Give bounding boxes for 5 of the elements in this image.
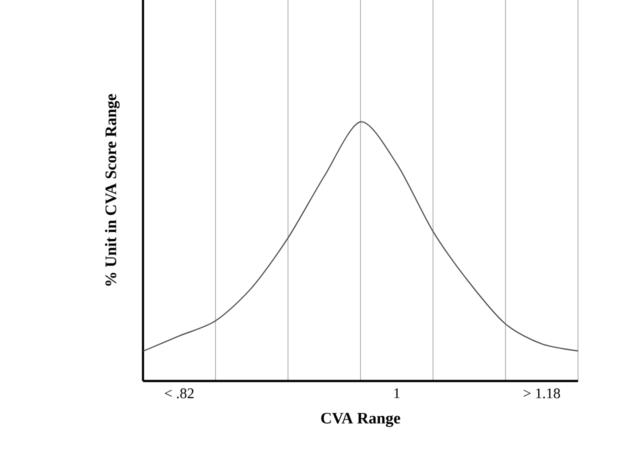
x-axis-title: CVA Range <box>321 412 400 427</box>
x-tick-label: < .82 <box>164 388 194 398</box>
x-tick-label: > 1.18 <box>524 388 560 398</box>
x-tick-label: 1 <box>394 388 400 398</box>
y-axis-title: % Unit in CVA Score Range <box>104 94 120 286</box>
